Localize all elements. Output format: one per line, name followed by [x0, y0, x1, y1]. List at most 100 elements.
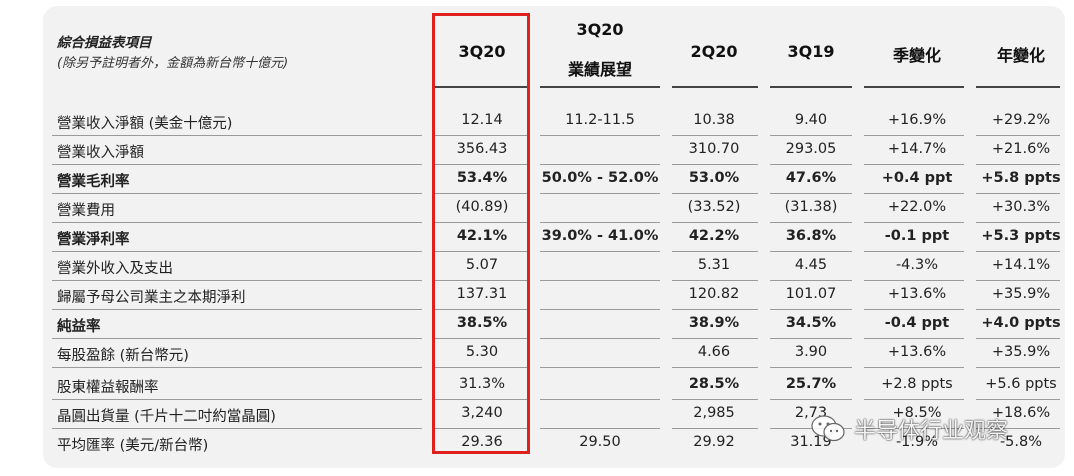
table-cell: 3.90 [794, 344, 828, 360]
table-cell: 4.66 [697, 344, 731, 360]
row-separator [864, 280, 964, 281]
row-separator [976, 309, 1060, 310]
row-separator [976, 428, 1060, 429]
table-cell: (40.89) [455, 199, 509, 215]
table-cell: +13.6% [887, 344, 947, 360]
table-cell: +14.1% [991, 257, 1051, 273]
table-cell: +29.2% [991, 112, 1051, 128]
row-separator [434, 251, 528, 252]
row-separator [672, 338, 758, 339]
row-separator [672, 135, 758, 136]
row-label: 營業收入淨額 (美金十億元) [57, 116, 233, 132]
row-separator [976, 280, 1060, 281]
table-title: 綜合損益表項目 [57, 35, 152, 51]
row-separator [52, 338, 422, 339]
row-separator [770, 222, 852, 223]
table-cell: 5.07 [465, 257, 499, 273]
row-label: 晶圓出貨量 (千片十二吋約當晶圓) [57, 409, 276, 425]
row-separator [540, 280, 660, 281]
row-separator [540, 164, 660, 165]
column-header-1-line2: 業績展望 [567, 60, 632, 79]
row-label: 營業費用 [57, 203, 115, 219]
table-cell: 53.0% [688, 170, 740, 186]
row-separator [52, 367, 422, 368]
table-cell: +5.3 ppts [981, 228, 1061, 244]
row-separator [864, 193, 964, 194]
row-label: 純益率 [57, 319, 101, 335]
row-separator [540, 135, 660, 136]
row-separator [434, 164, 528, 165]
row-separator [864, 399, 964, 400]
row-separator [52, 222, 422, 223]
table-panel [43, 6, 1065, 468]
table-subtitle: (除另予註明者外，金額為新台幣十億元) [57, 56, 289, 71]
table-cell: 9.40 [794, 112, 828, 128]
row-separator [52, 164, 422, 165]
row-label: 歸屬予母公司業主之本期淨利 [57, 290, 246, 306]
row-separator [540, 367, 660, 368]
row-separator [770, 367, 852, 368]
watermark-text: 半导体行业观察 [854, 419, 1009, 444]
row-label: 營業淨利率 [57, 232, 130, 248]
row-separator [864, 164, 964, 165]
row-separator [52, 135, 422, 136]
row-separator [434, 367, 528, 368]
column-header-underline [540, 86, 660, 88]
table-cell: 5.30 [465, 344, 499, 360]
row-separator [52, 428, 422, 429]
table-cell: (31.38) [784, 199, 838, 215]
table-cell: 31.3% [458, 376, 506, 392]
column-header-underline [770, 86, 852, 88]
column-header-2: 2Q20 [690, 42, 738, 61]
table-cell: +4.0 ppts [981, 315, 1061, 331]
column-header-1: 3Q20 [576, 20, 624, 39]
row-separator [672, 280, 758, 281]
row-separator [434, 222, 528, 223]
table-cell: +18.6% [991, 405, 1051, 421]
row-separator [434, 399, 528, 400]
table-cell: -0.4 ppt [884, 315, 950, 331]
column-header-underline [672, 86, 758, 88]
table-cell: 42.2% [688, 228, 740, 244]
table-cell: 53.4% [456, 170, 508, 186]
row-label: 股東權益報酬率 [57, 380, 159, 396]
row-separator [672, 428, 758, 429]
watermark: 半导体行业观察 [810, 413, 1008, 445]
row-separator [976, 399, 1060, 400]
row-separator [434, 135, 528, 136]
table-cell: 39.0% - 41.0% [541, 228, 659, 244]
row-separator [770, 135, 852, 136]
row-separator [770, 280, 852, 281]
row-separator [976, 164, 1060, 165]
table-cell: -5.8% [999, 434, 1043, 450]
row-separator [770, 399, 852, 400]
table-cell: 38.9% [688, 315, 740, 331]
table-cell: 356.43 [456, 141, 508, 157]
table-cell: 25.7% [785, 376, 837, 392]
row-separator [434, 338, 528, 339]
table-cell: +13.6% [887, 286, 947, 302]
table-cell: +14.7% [887, 141, 947, 157]
table-cell: 34.5% [785, 315, 837, 331]
row-label: 每股盈餘 (新台幣元) [57, 348, 189, 364]
row-separator [540, 222, 660, 223]
table-cell: -0.1 ppt [884, 228, 950, 244]
row-separator [976, 367, 1060, 368]
column-header-underline [864, 86, 964, 88]
table-cell: +21.6% [991, 141, 1051, 157]
row-separator [976, 135, 1060, 136]
table-cell: 310.70 [688, 141, 740, 157]
row-separator [864, 309, 964, 310]
row-separator [672, 251, 758, 252]
row-separator [540, 338, 660, 339]
table-cell: 29.50 [579, 434, 621, 450]
table-cell: -4.3% [895, 257, 939, 273]
table-cell: 50.0% - 52.0% [541, 170, 659, 186]
table-cell: +0.4 ppt [881, 170, 953, 186]
column-header-4: 季變化 [892, 46, 941, 65]
row-separator [770, 193, 852, 194]
table-cell: 38.5% [456, 315, 508, 331]
row-separator [770, 428, 852, 429]
wechat-icon [811, 415, 845, 442]
table-cell: 29.92 [693, 434, 735, 450]
